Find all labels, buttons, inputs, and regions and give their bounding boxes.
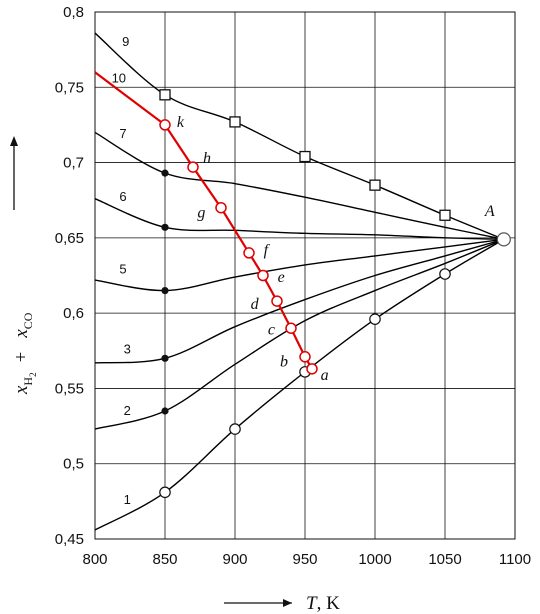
curve-label-3: 3: [124, 341, 131, 356]
grid-lines: [94, 11, 516, 540]
data-point-red: [271, 295, 283, 307]
y-tick-label: 0,5: [63, 456, 84, 473]
data-point-filled: [161, 223, 169, 231]
data-point-red: [215, 201, 227, 214]
data-point-red: [257, 269, 269, 282]
data-point-red: [243, 247, 255, 259]
series-line-2: [94, 238, 505, 430]
series-line-7: [94, 131, 504, 241]
data-point-red: [306, 363, 318, 375]
y-tick-label: 0,75: [55, 79, 84, 96]
curve-label-6: 6: [119, 189, 126, 204]
x-tick-label: 800: [82, 551, 107, 568]
data-point-square: [229, 116, 241, 128]
plot-frame: [94, 11, 516, 540]
point-A-marker: [496, 232, 511, 247]
data-point-red: [299, 351, 311, 363]
data-point-filled: [161, 407, 169, 415]
y-axis-x-symbol: x: [11, 385, 32, 395]
y-axis-arrowhead: [10, 136, 18, 146]
data-point-red: [159, 119, 171, 131]
point-labels: k h g fe dcb a A: [177, 114, 495, 384]
point-label-f: f: [264, 242, 271, 259]
y-axis-2-subscript: 2: [28, 372, 38, 377]
y-tick-label: 0,45: [55, 531, 84, 548]
data-point-open: [439, 268, 451, 280]
data-point-filled: [161, 354, 169, 362]
curve-label-2: 2: [124, 403, 131, 418]
data-point-open: [159, 486, 171, 499]
data-point-red: [187, 161, 199, 173]
data-point-open: [369, 313, 381, 325]
x-tick-label: 1050: [428, 551, 461, 568]
data-point-filled: [161, 169, 169, 177]
y-axis-x2-symbol: x: [11, 329, 32, 339]
x-tick-labels: 800 850 900 950 1000 1050 1100: [82, 551, 531, 568]
series-layer: [94, 32, 505, 531]
point-label-k: k: [177, 114, 185, 131]
data-point-filled: [161, 286, 169, 295]
point-label-h: h: [203, 150, 211, 167]
svg-text:xH2+xCO: xH2+xCO: [11, 312, 38, 395]
y-axis-co-subscript: CO: [21, 312, 35, 329]
x-axis-symbol: T: [306, 593, 318, 614]
x-tick-label: 850: [152, 551, 177, 568]
svg-text:T, K: T, K: [306, 593, 340, 614]
curve-label-1: 1: [124, 492, 131, 507]
curve-label-9: 9: [122, 34, 129, 49]
x-axis-title: T, K: [224, 593, 340, 614]
curve-label-7: 7: [119, 126, 126, 141]
point-label-d: d: [251, 296, 260, 313]
y-axis-plus: +: [11, 352, 32, 363]
point-label-b: b: [280, 353, 288, 370]
x-tick-label: 900: [222, 551, 247, 568]
x-tick-label: 1100: [499, 551, 531, 568]
data-point-red: [285, 322, 297, 334]
y-axis-title: xH2+xCO: [10, 136, 38, 395]
point-label-g: g: [197, 204, 205, 221]
curve-label-5: 5: [119, 261, 126, 276]
point-label-c: c: [268, 322, 275, 339]
point-label-a: a: [321, 367, 329, 384]
x-tick-label: 1000: [358, 551, 391, 568]
marker-layer: [159, 89, 511, 499]
y-tick-label: 0,6: [63, 305, 84, 322]
x-tick-label: 950: [292, 551, 317, 568]
data-point-square: [299, 150, 311, 163]
series-line-10: [94, 71, 313, 370]
series-line-9: [94, 32, 505, 241]
point-label-e: e: [278, 269, 285, 286]
x-axis-arrowhead: [283, 599, 292, 607]
y-tick-labels: 0,45 0,5 0,55 0,6 0,65 0,7 0,75 0,8: [55, 4, 84, 548]
y-tick-label: 0,7: [63, 155, 84, 172]
point-label-A: A: [484, 203, 495, 220]
curve-label-10: 10: [112, 70, 126, 85]
x-axis-unit: , K: [317, 593, 341, 614]
data-point-square: [369, 179, 381, 191]
y-tick-label: 0,8: [63, 4, 84, 21]
data-point-square: [439, 209, 451, 221]
y-tick-label: 0,65: [55, 230, 84, 247]
data-point-square: [159, 89, 171, 101]
data-point-open: [229, 423, 241, 435]
curve-labels: 1 2 3 5 6 7 9 10: [112, 34, 131, 507]
series-line-1: [94, 238, 505, 531]
y-tick-label: 0,55: [55, 380, 84, 397]
y-axis-h-subscript: H: [21, 377, 35, 386]
